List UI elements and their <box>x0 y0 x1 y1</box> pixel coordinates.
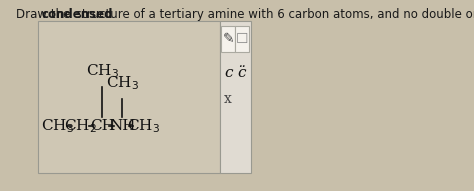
Text: CH$_3$: CH$_3$ <box>86 62 119 80</box>
Text: ☐: ☐ <box>236 32 248 46</box>
FancyBboxPatch shape <box>38 21 219 173</box>
Text: structure of a tertiary amine with 6 carbon atoms, and no double or triple bonds: structure of a tertiary amine with 6 car… <box>72 7 474 20</box>
Text: CH$_3$: CH$_3$ <box>127 117 160 135</box>
Text: CH$_2$: CH$_2$ <box>64 117 96 135</box>
Text: NH: NH <box>109 119 136 133</box>
FancyBboxPatch shape <box>221 26 235 52</box>
FancyBboxPatch shape <box>235 26 249 52</box>
Text: c̈: c̈ <box>238 66 246 80</box>
Text: x: x <box>224 92 232 106</box>
Text: c: c <box>224 66 232 80</box>
Text: ✎: ✎ <box>222 32 234 46</box>
Text: condensed: condensed <box>42 7 113 20</box>
Text: CH$_3$: CH$_3$ <box>106 74 138 92</box>
Text: CH$_3$: CH$_3$ <box>41 117 74 135</box>
Text: Draw the: Draw the <box>16 7 74 20</box>
Text: CH: CH <box>90 119 115 133</box>
FancyBboxPatch shape <box>219 21 251 173</box>
